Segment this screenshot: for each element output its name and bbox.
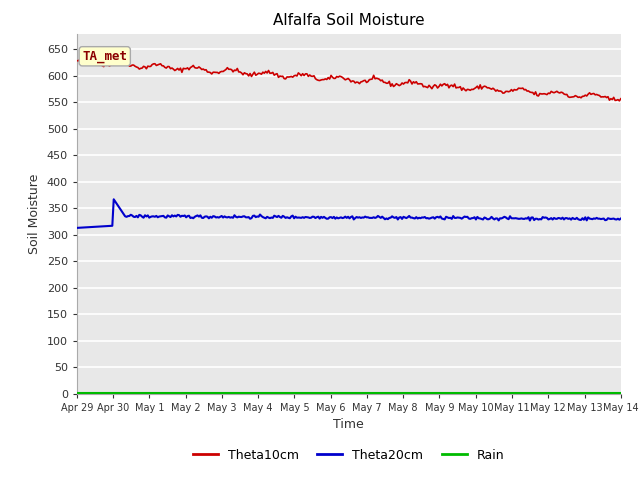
Y-axis label: Soil Moisture: Soil Moisture [28,173,41,254]
X-axis label: Time: Time [333,418,364,431]
Title: Alfalfa Soil Moisture: Alfalfa Soil Moisture [273,13,424,28]
Text: TA_met: TA_met [82,50,127,63]
Legend: Theta10cm, Theta20cm, Rain: Theta10cm, Theta20cm, Rain [188,444,510,467]
